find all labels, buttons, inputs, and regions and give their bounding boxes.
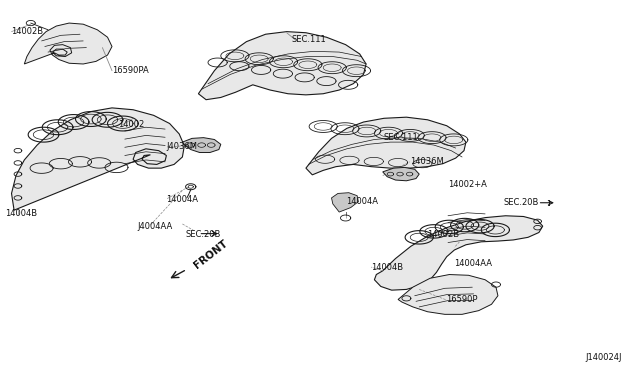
Polygon shape xyxy=(306,117,466,175)
Text: 14002B: 14002B xyxy=(12,27,44,36)
Polygon shape xyxy=(332,193,358,212)
Text: 16590P: 16590P xyxy=(446,295,477,304)
Text: 14004B: 14004B xyxy=(371,263,403,272)
Text: 14036M: 14036M xyxy=(410,157,444,166)
Polygon shape xyxy=(398,275,498,314)
Polygon shape xyxy=(198,32,366,100)
Text: J4036M: J4036M xyxy=(166,142,197,151)
Text: SEC.111: SEC.111 xyxy=(291,35,326,44)
Text: 16590PA: 16590PA xyxy=(112,66,148,75)
Text: FRONT: FRONT xyxy=(192,238,230,271)
Text: 14002+A: 14002+A xyxy=(448,180,487,189)
Text: 14002: 14002 xyxy=(118,120,145,129)
Text: 14004A: 14004A xyxy=(346,197,378,206)
Text: SEC.111: SEC.111 xyxy=(384,133,419,142)
Text: 14004A: 14004A xyxy=(166,195,198,203)
Polygon shape xyxy=(24,23,112,64)
Polygon shape xyxy=(383,167,419,181)
Text: 14004AA: 14004AA xyxy=(454,259,492,267)
Text: 14002B: 14002B xyxy=(428,230,460,239)
Text: SEC.20B: SEC.20B xyxy=(503,198,538,207)
Polygon shape xyxy=(12,108,184,210)
Text: 14004B: 14004B xyxy=(5,209,37,218)
Text: J140024J: J140024J xyxy=(586,353,622,362)
Text: SEC.20B: SEC.20B xyxy=(186,230,221,239)
Polygon shape xyxy=(374,216,543,290)
Text: J4004AA: J4004AA xyxy=(138,222,173,231)
Polygon shape xyxy=(182,138,221,153)
